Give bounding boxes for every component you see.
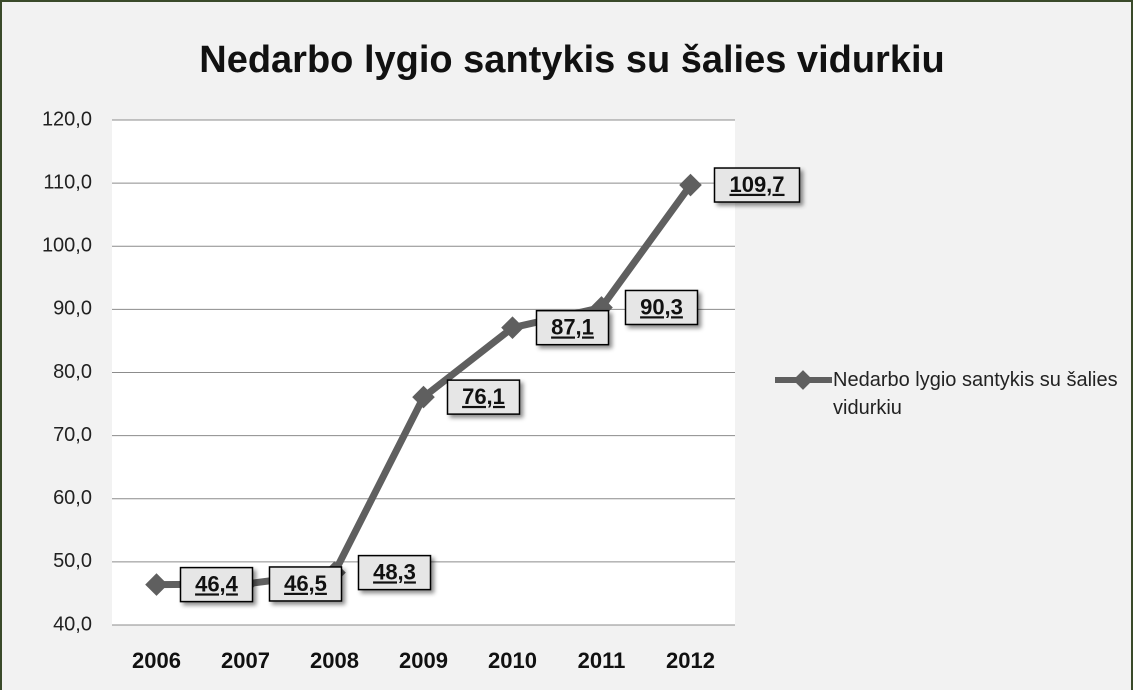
- y-tick-label: 110,0: [43, 171, 92, 193]
- data-label: 48,3: [373, 559, 416, 584]
- y-tick-label: 40,0: [53, 613, 92, 635]
- data-label: 76,1: [462, 384, 505, 409]
- chart-title: Nedarbo lygio santykis su šalies vidurki…: [199, 39, 945, 81]
- x-tick-label: 2007: [221, 648, 270, 673]
- data-label-box: [713, 167, 801, 203]
- data-marker: [501, 316, 524, 339]
- y-tick-label: 60,0: [53, 487, 92, 509]
- x-tick-label: 2008: [310, 648, 359, 673]
- y-tick-label: 120,0: [42, 108, 92, 130]
- data-label-box: [535, 309, 610, 346]
- data-label-box: [624, 289, 699, 326]
- x-tick-label: 2009: [399, 648, 448, 673]
- data-label-box: [268, 566, 343, 602]
- y-tick-label: 80,0: [53, 361, 92, 383]
- data-label: 90,3: [640, 294, 683, 319]
- x-tick-label: 2010: [488, 648, 537, 673]
- data-label: 109,7: [729, 172, 784, 197]
- y-tick-label: 100,0: [42, 235, 92, 257]
- y-tick-label: 90,0: [53, 298, 92, 320]
- x-tick-label: 2012: [666, 648, 715, 673]
- y-tick-label: 70,0: [53, 424, 92, 446]
- y-tick-label: 50,0: [53, 550, 92, 572]
- data-label-box: [179, 566, 254, 603]
- data-label-box: [357, 554, 432, 591]
- data-marker: [412, 385, 435, 409]
- data-label: 87,1: [551, 314, 594, 339]
- data-label: 46,5: [284, 571, 327, 596]
- x-tick-label: 2011: [578, 648, 626, 673]
- x-tick-label: 2006: [132, 648, 181, 673]
- legend-label: Nedarbo lygio santykis su šalies vidurki…: [833, 369, 1118, 419]
- legend-marker: [793, 370, 813, 390]
- data-label: 46,4: [195, 571, 239, 596]
- data-label-box: [446, 379, 521, 415]
